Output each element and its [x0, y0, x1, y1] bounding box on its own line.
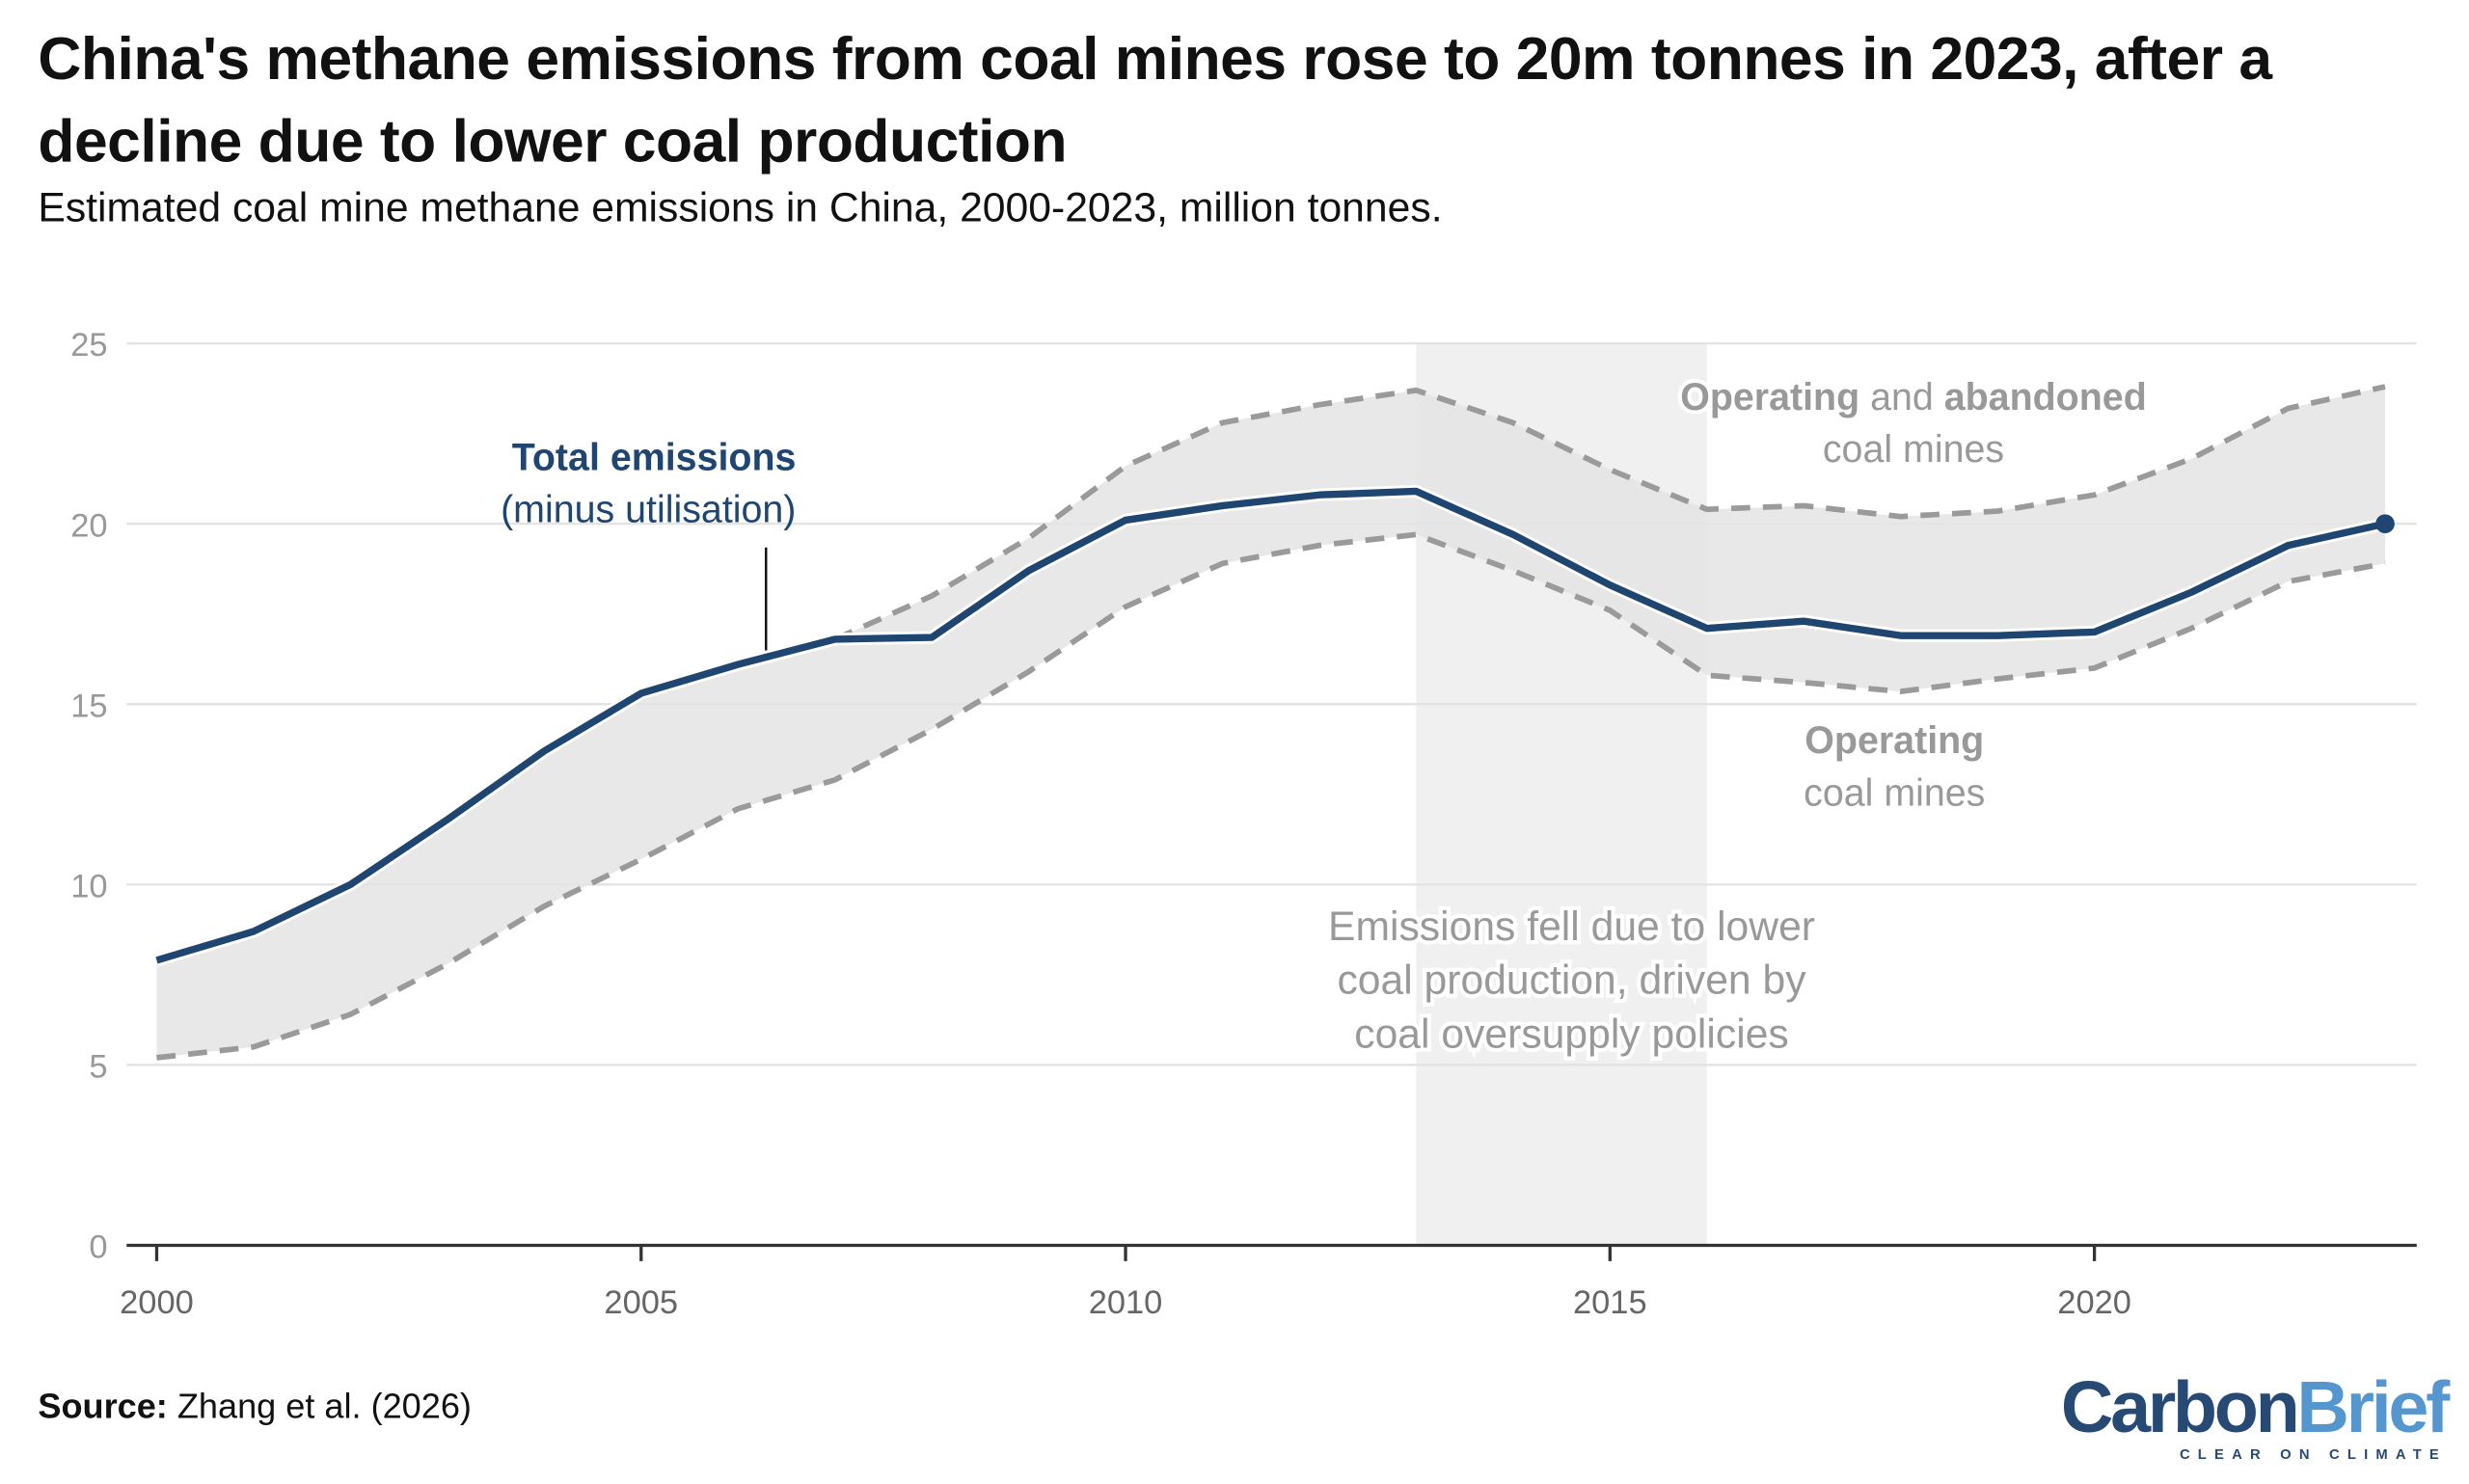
- chart-title: China's methane emissions from coal mine…: [38, 26, 2272, 176]
- total-sublabel: (minus utilisation): [501, 489, 796, 531]
- y-tick-label: 5: [89, 1049, 107, 1086]
- x-tick-label: 2020: [2057, 1284, 2131, 1321]
- upper-label-mid: and: [1859, 376, 1944, 418]
- chart-subtitle: Estimated coal mine methane emissions in…: [38, 183, 1443, 231]
- x-tick-label: 2000: [120, 1284, 194, 1321]
- carbonbrief-logo: CarbonBrief CLEAR ON CLIMATE: [2061, 1370, 2450, 1463]
- period-note-line3: coal oversupply policies: [1354, 1011, 1789, 1057]
- y-tick-label: 20: [70, 507, 107, 544]
- upper-label-bold1: Operating: [1680, 376, 1859, 418]
- total-emissions-line: [155, 487, 2386, 964]
- source-note: Source: Zhang et al. (2026): [38, 1387, 472, 1428]
- source-label: Source:: [38, 1386, 168, 1426]
- period-note-line1: Emissions fell due to lower: [1328, 904, 1815, 950]
- logo-tagline: CLEAR ON CLIMATE: [2179, 1445, 2447, 1463]
- series-lines: [154, 384, 2395, 1061]
- source-text: Zhang et al. (2026): [176, 1386, 472, 1426]
- y-tick-label: 15: [70, 688, 107, 724]
- upper-label-bold2: abandoned: [1944, 376, 2147, 418]
- upper-label: Operating and abandoned: [1680, 376, 2147, 418]
- upper-bound-line: [833, 384, 2386, 642]
- lower-sublabel: coal mines: [1804, 771, 1985, 814]
- range-band: [156, 386, 2385, 1058]
- logo-part2: Brief: [2296, 1365, 2450, 1448]
- annotations: Total emissions (minus utilisation) Oper…: [501, 372, 2151, 1062]
- x-tick-label: 2005: [604, 1284, 678, 1321]
- total-endpoint-marker: [2375, 514, 2395, 534]
- lower-label: Operating: [1804, 719, 1984, 762]
- period-note-line2: coal production, driven by: [1337, 958, 1806, 1004]
- y-tick-label: 25: [70, 327, 107, 364]
- axes: 0 5 10 15 20 25 2000 2005 2010 2015 2020: [70, 327, 2417, 1321]
- x-tick-label: 2015: [1573, 1284, 1647, 1321]
- logo-part1: Carbon: [2060, 1365, 2300, 1448]
- y-tick-label: 10: [70, 868, 107, 904]
- y-tick-label: 0: [89, 1229, 107, 1266]
- total-label: Total emissions: [512, 436, 797, 478]
- upper-sublabel: coal mines: [1823, 428, 2004, 471]
- x-tick-label: 2010: [1089, 1284, 1163, 1321]
